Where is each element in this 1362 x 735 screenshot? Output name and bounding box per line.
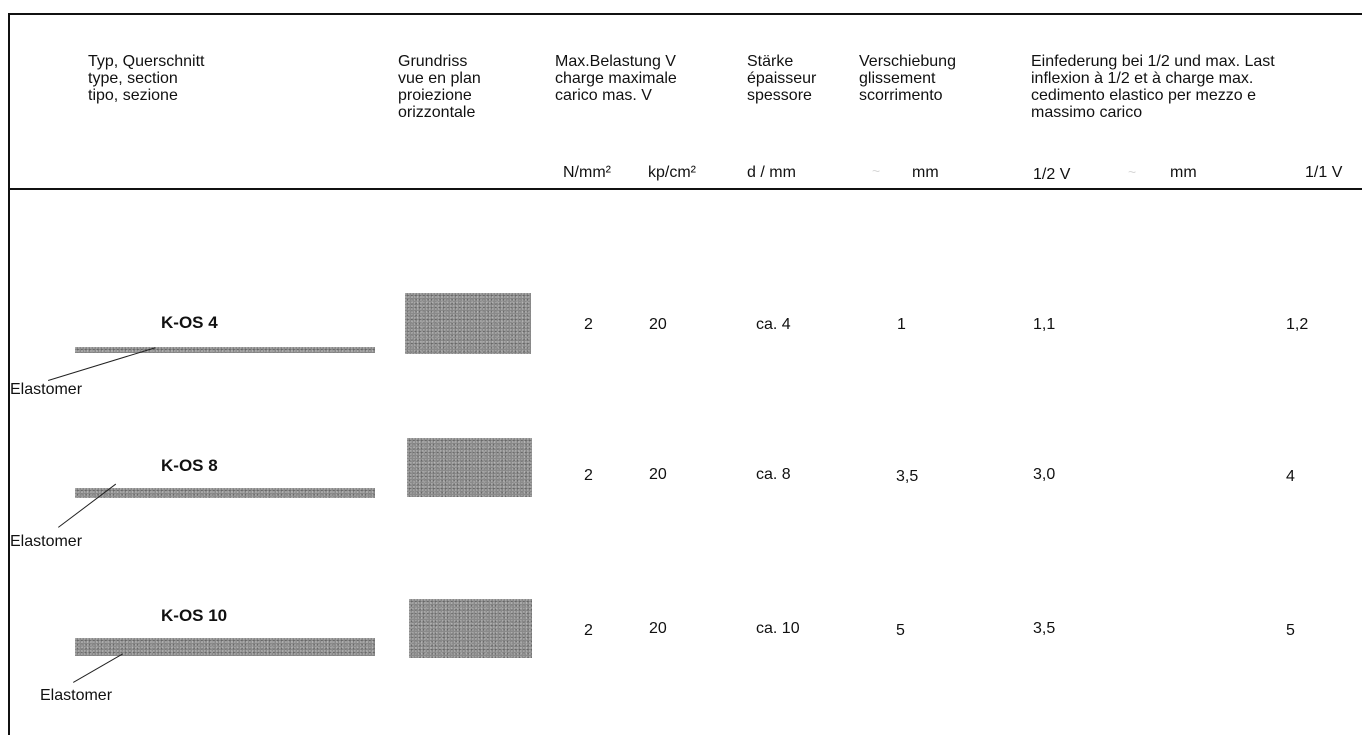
load-n-value: 2 [584, 467, 593, 484]
section-profile [75, 488, 375, 498]
header-thickness: Stärke épaisseur spessore [747, 53, 817, 104]
material-label: Elastomer [10, 381, 83, 398]
table-frame [8, 13, 1362, 735]
plan-view-swatch [407, 438, 532, 497]
section-profile [75, 638, 375, 656]
material-label: Elastomer [10, 533, 83, 550]
thickness-value: ca. 4 [756, 316, 791, 333]
half-deflection-value: 3,5 [1033, 620, 1056, 637]
shift-value: 1 [897, 316, 906, 333]
load-kp-value: 20 [649, 466, 667, 483]
shift-value: 3,5 [896, 468, 919, 485]
unit-full-load: 1/1 V [1305, 164, 1343, 181]
unit-deflection: mm [1170, 164, 1197, 181]
thickness-value: ca. 10 [756, 620, 800, 637]
load-n-value: 2 [584, 316, 593, 333]
unit-shift: mm [912, 164, 939, 181]
unit-half-load: 1/2 V [1033, 166, 1071, 183]
thickness-value: ca. 8 [756, 466, 791, 483]
unit-load-n: N/mm² [563, 164, 611, 181]
plan-view-swatch [405, 293, 531, 354]
material-label: Elastomer [40, 687, 113, 704]
header-max-load: Max.Belastung V charge maximale carico m… [555, 53, 677, 104]
load-n-value: 2 [584, 622, 593, 639]
unit-load-kp: kp/cm² [648, 164, 696, 181]
approx-icon: ~ [1128, 164, 1137, 180]
load-kp-value: 20 [649, 620, 667, 637]
shift-value: 5 [896, 622, 905, 639]
full-deflection-value: 4 [1286, 468, 1295, 485]
unit-thickness: d / mm [747, 164, 796, 181]
product-name: K-OS 10 [161, 606, 228, 625]
section-profile [75, 347, 375, 353]
load-kp-value: 20 [649, 316, 667, 333]
approx-icon: ~ [872, 163, 881, 179]
full-deflection-value: 1,2 [1286, 316, 1309, 333]
header-type-section: Typ, Querschnitt type, section tipo, sez… [88, 53, 205, 104]
half-deflection-value: 3,0 [1033, 466, 1056, 483]
product-name: K-OS 8 [161, 456, 218, 475]
half-deflection-value: 1,1 [1033, 316, 1056, 333]
full-deflection-value: 5 [1286, 622, 1295, 639]
header-deflection: Einfederung bei 1/2 und max. Last inflex… [1031, 53, 1275, 121]
header-shift: Verschiebung glissement scorrimento [859, 53, 956, 104]
plan-view-swatch [409, 599, 532, 658]
header-plan-view: Grundriss vue en plan proiezione orizzon… [398, 53, 481, 121]
header-divider [8, 188, 1362, 190]
product-name: K-OS 4 [161, 313, 218, 332]
